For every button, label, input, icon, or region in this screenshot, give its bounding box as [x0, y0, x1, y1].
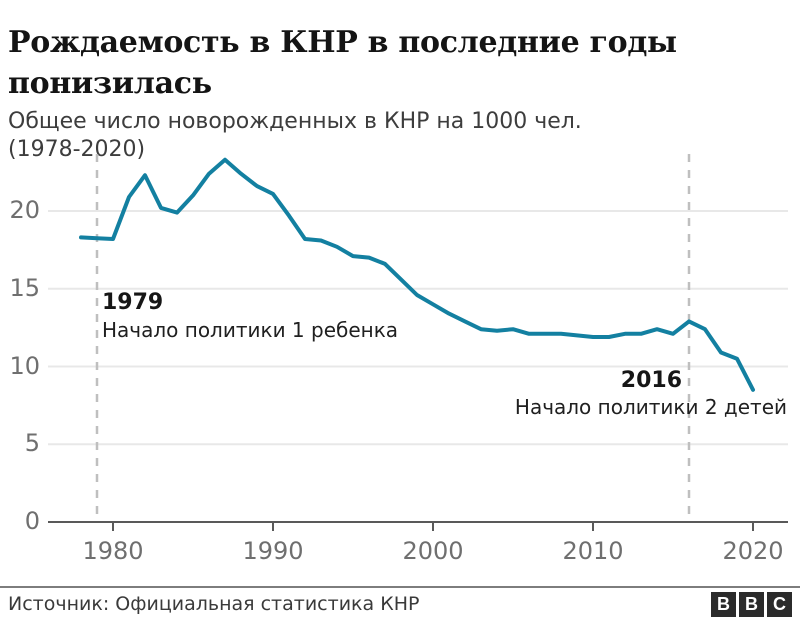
footer-divider: [0, 586, 800, 588]
bbc-logo-block: B: [711, 592, 736, 617]
y-tick-label: 0: [24, 507, 40, 535]
page-title: Рождаемость в КНР в последние годы пониз…: [8, 25, 677, 102]
bbc-logo-block: C: [767, 592, 792, 617]
x-tick-label: 1990: [242, 537, 304, 565]
x-tick-label: 2010: [562, 537, 624, 565]
x-axis: [48, 521, 788, 531]
chart-subtitle: Общее число новорожденных в КНР на 1000 …: [8, 109, 582, 162]
x-tick-label: 1980: [82, 537, 144, 565]
annotation-1979-year: 1979: [102, 290, 164, 315]
birth-rate-line: [79, 157, 755, 392]
x-tick-label: 2000: [402, 537, 464, 565]
gridlines: [48, 210, 788, 446]
bbc-logo-block: B: [739, 592, 764, 617]
annotation-2016-text: Начало политики 2 детей: [514, 395, 787, 419]
bbc-logo: B B C: [711, 592, 792, 617]
policy-dashed-lines: [95, 154, 691, 522]
source-credit: Источник: Официальная статистика КНР: [8, 593, 420, 615]
y-tick-label: 20: [9, 196, 40, 224]
y-tick-label: 5: [24, 429, 40, 458]
y-tick-label: 10: [9, 351, 40, 380]
annotation-2016-year: 2016: [620, 368, 682, 393]
data-line-layer: [79, 157, 755, 392]
x-tick-label: 2020: [722, 537, 784, 565]
y-tick-label: 15: [9, 273, 40, 302]
annotation-1979-text: Начало политики 1 ребенка: [102, 318, 399, 342]
